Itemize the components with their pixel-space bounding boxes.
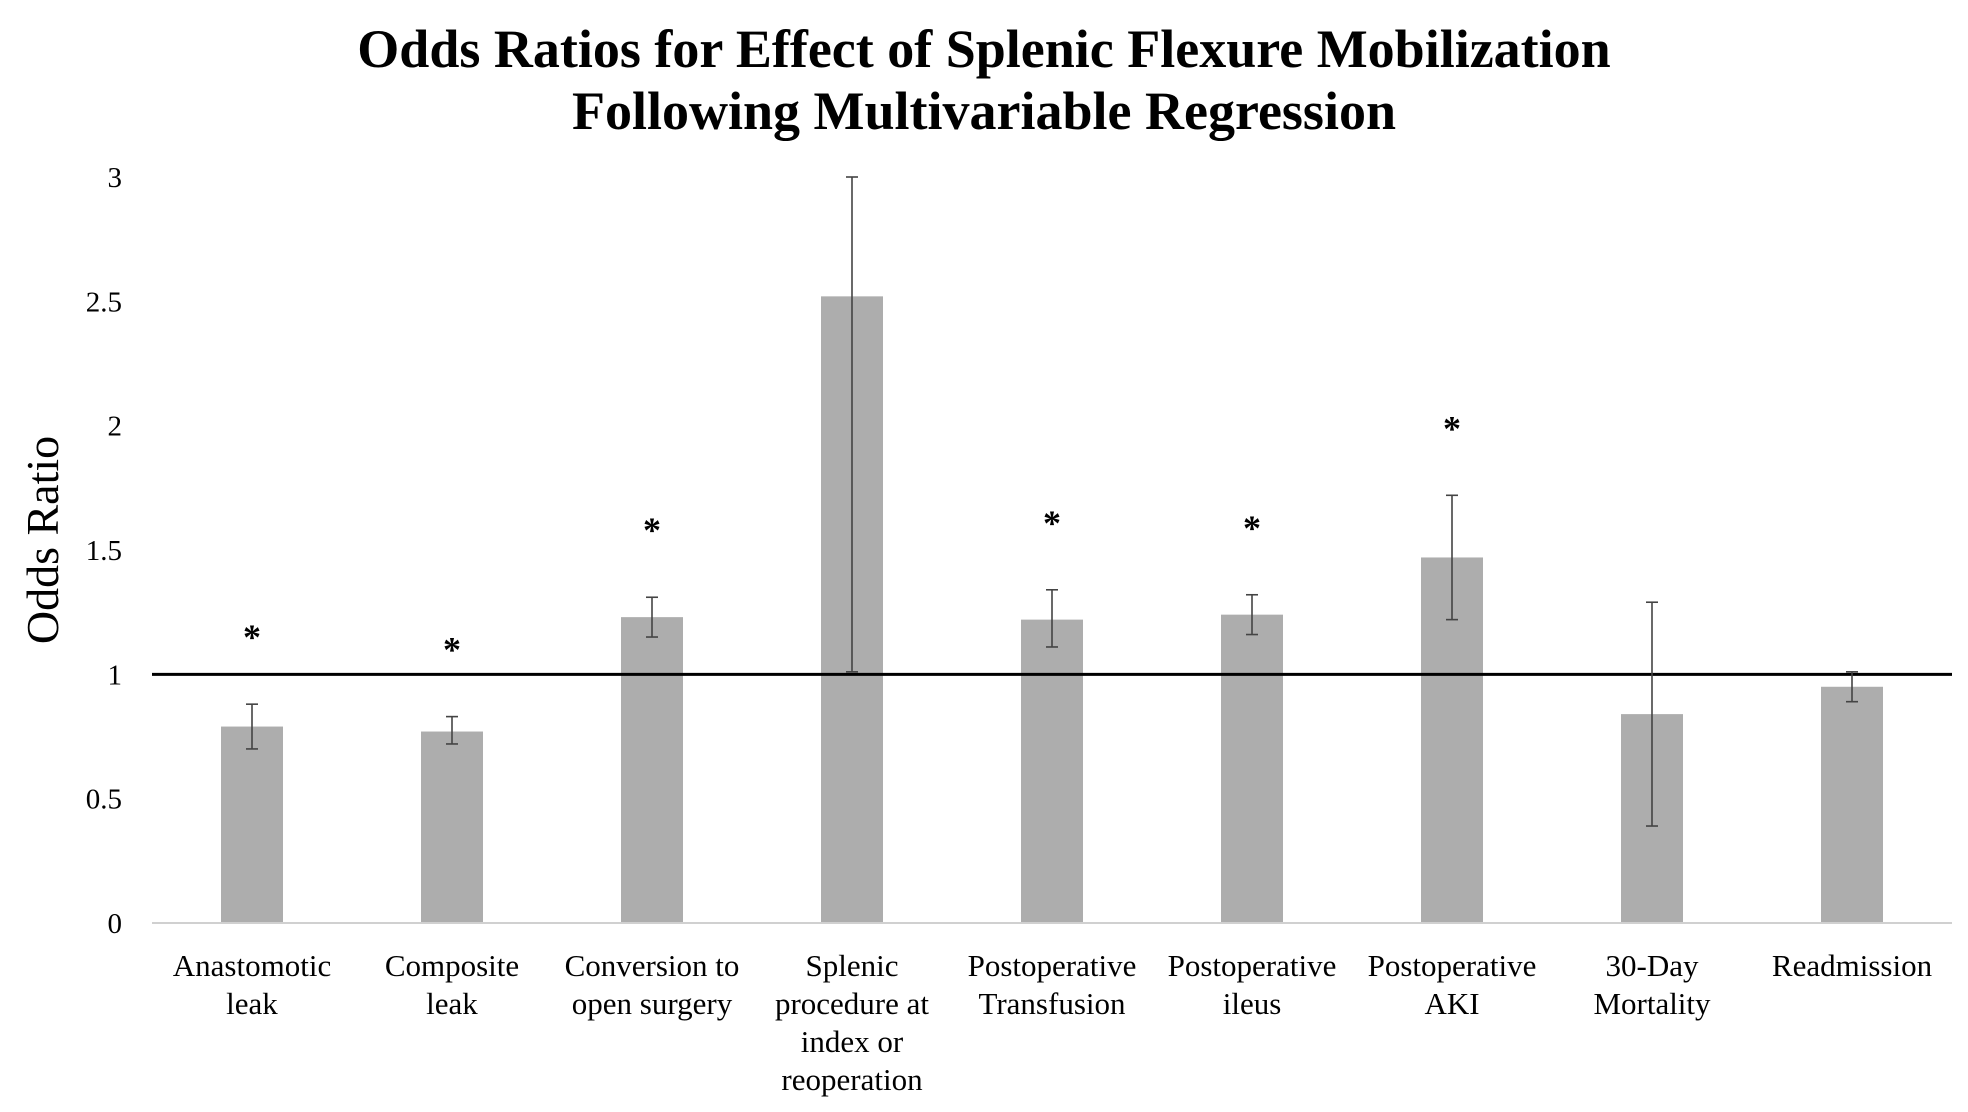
category-label-line: Postoperative [968, 948, 1137, 983]
error-bar [846, 176, 858, 673]
bar [221, 726, 283, 923]
significance-marker: * [1043, 503, 1061, 543]
significance-marker: * [443, 630, 461, 670]
category-label: Postoperative ileus [1168, 948, 1337, 1021]
y-tick-label: 0 [108, 908, 123, 940]
category-label-line: Readmission [1772, 948, 1933, 983]
category-label-line: Anastomotic [173, 948, 331, 983]
category-label: Anastomotic leak [173, 948, 331, 1021]
chart-title-line-1: Odds Ratios for Effect of Splenic Flexur… [357, 19, 1610, 79]
y-tick-label: 2.5 [86, 286, 122, 318]
category-label-line: index or [801, 1024, 904, 1059]
y-axis-label: Odds Ratio [17, 436, 68, 644]
category-label-line: reoperation [781, 1062, 923, 1097]
category-label-line: AKI [1424, 986, 1479, 1021]
category-label-line: leak [426, 986, 478, 1021]
error-bar [1846, 671, 1858, 703]
bar [1221, 614, 1283, 923]
category-label-line: Transfusion [979, 986, 1126, 1021]
y-axis-ticks: 0 0.5 1 1.5 2 2.5 3 [86, 162, 122, 940]
error-bar [1046, 588, 1058, 648]
category-label: Conversion to open surgery [565, 948, 740, 1021]
error-bar [1246, 593, 1258, 636]
category-label-line: open surgery [572, 986, 733, 1021]
significance-marker: * [243, 617, 261, 657]
bar [621, 617, 683, 923]
y-tick-label: 1.5 [86, 535, 122, 567]
significance-markers: * * * * * * [243, 408, 1461, 669]
category-label-line: Postoperative [1168, 948, 1337, 983]
y-tick-label: 0.5 [86, 784, 122, 816]
error-bar [1646, 601, 1658, 827]
category-label-line: Splenic [806, 948, 899, 983]
category-label: Composite leak [385, 948, 519, 1021]
category-label-line: 30-Day [1606, 948, 1699, 983]
category-label-line: Composite [385, 948, 519, 983]
y-tick-label: 3 [108, 162, 123, 194]
category-label: Postoperative Transfusion [968, 948, 1137, 1021]
category-label-line: ileus [1223, 986, 1282, 1021]
error-bar [246, 703, 258, 750]
error-bar [446, 715, 458, 745]
category-label-line: Mortality [1593, 986, 1711, 1021]
bar [1821, 686, 1883, 923]
category-label-line: leak [226, 986, 278, 1021]
category-label-line: Postoperative [1368, 948, 1537, 983]
error-bar [646, 596, 658, 638]
y-tick-label: 2 [108, 411, 123, 443]
chart-title: Odds Ratios for Effect of Splenic Flexur… [357, 19, 1610, 141]
bar [1021, 619, 1083, 923]
error-bars [246, 176, 1858, 827]
significance-marker: * [1443, 408, 1461, 448]
category-label: Postoperative AKI [1368, 948, 1537, 1021]
y-tick-label: 1 [108, 659, 123, 691]
chart-title-line-2: Following Multivariable Regression [572, 81, 1396, 141]
category-label: Readmission [1772, 948, 1933, 983]
category-label-line: procedure at [775, 986, 929, 1021]
category-label-line: Conversion to [565, 948, 740, 983]
bar [421, 731, 483, 923]
y-axis-label-group: Odds Ratio [17, 436, 68, 644]
significance-marker: * [1243, 508, 1261, 548]
category-label: Splenic procedure at index or reoperation [775, 948, 929, 1097]
category-label: 30-Day Mortality [1593, 948, 1711, 1021]
error-bar [1446, 494, 1458, 621]
significance-marker: * [643, 510, 661, 550]
